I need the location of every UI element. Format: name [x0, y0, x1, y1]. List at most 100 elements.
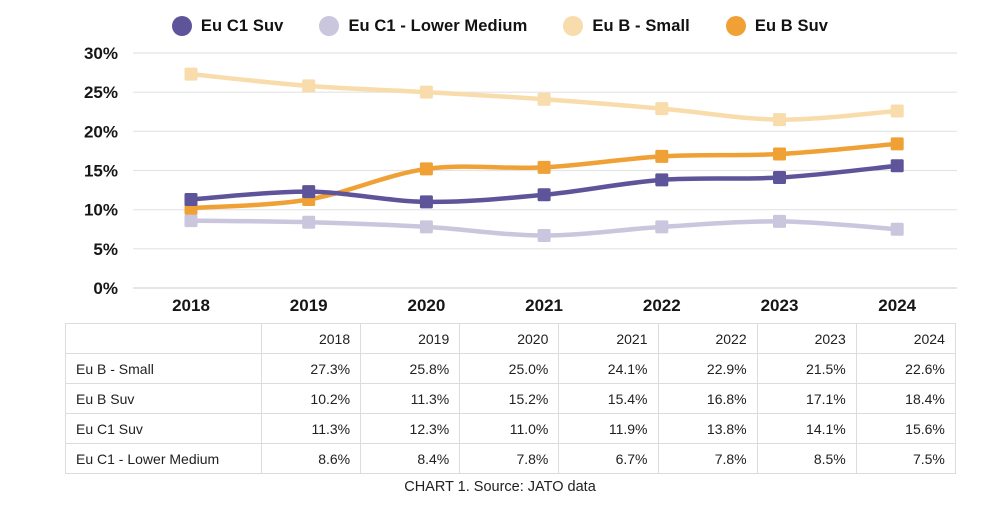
x-tick-label: 2024	[878, 296, 916, 315]
table-cell: 25.8%	[360, 353, 461, 384]
table-header-cell: 2020	[459, 323, 560, 354]
table-row-label: Eu B Suv	[65, 383, 262, 414]
table-row: Eu B - Small 27.3% 25.8% 25.0% 24.1% 22.9% 21.…	[65, 353, 956, 384]
data-table: 2018 2019 2020 2021 2022 2023 2024 Eu B - Small…	[65, 323, 956, 474]
y-tick-label: 25%	[84, 83, 118, 102]
data-point-marker	[655, 102, 669, 116]
y-tick-label: 10%	[84, 201, 118, 220]
table-header-cell: 2022	[657, 323, 758, 354]
legend-dot-icon	[171, 16, 192, 36]
table-header-cell: 2021	[558, 323, 659, 354]
x-tick-label: 2018	[172, 296, 210, 315]
table-cell: 17.1%	[756, 383, 857, 414]
table-cell: 22.6%	[855, 353, 956, 384]
table-cell: 8.5%	[756, 443, 857, 474]
table-cell: 11.3%	[360, 383, 461, 414]
data-point-marker	[890, 104, 904, 118]
y-tick-label: 30%	[84, 44, 118, 63]
table-header-cell: 2018	[260, 323, 362, 354]
y-tick-label: 0%	[93, 279, 118, 298]
data-point-marker	[184, 67, 198, 81]
data-point-marker	[184, 214, 198, 228]
table-cell: 6.7%	[558, 443, 659, 474]
legend-item: Eu C1 Suv	[171, 16, 284, 36]
table-row: Eu C1 - Lower Medium 8.6% 8.4% 7.8% 6.7% 7.8%…	[65, 443, 956, 474]
data-point-marker	[890, 222, 904, 236]
table-cell: 16.8%	[657, 383, 758, 414]
line-chart: 0% 5% 10% 15% 20% 25% 30% 2018 2019 2020 2021 2022 2…	[84, 44, 957, 315]
chart-caption: CHART 1. Source: JATO data	[404, 479, 596, 495]
table-cell: 10.2%	[260, 383, 362, 414]
data-point-marker	[419, 85, 433, 99]
table-cell: 11.9%	[558, 413, 659, 444]
x-tick-label: 2022	[643, 296, 681, 315]
x-tick-label: 2019	[290, 296, 328, 315]
table-cell: 24.1%	[558, 353, 659, 384]
data-point-marker	[890, 159, 904, 173]
data-point-marker	[655, 173, 669, 187]
legend-item-label: Eu B Suv	[754, 16, 829, 35]
y-tick-label: 20%	[84, 122, 118, 141]
legend-item: Eu B Suv	[725, 16, 829, 36]
table-cell: 7.5%	[855, 443, 956, 474]
table-row: Eu C1 Suv 11.3% 12.3% 11.0% 11.9% 13.8% 14.1% 1…	[65, 413, 956, 444]
legend-item: Eu B - Small	[563, 16, 690, 36]
table-cell: 15.2%	[459, 383, 560, 414]
table-cell: 15.4%	[558, 383, 659, 414]
x-tick-label: 2020	[407, 296, 445, 315]
data-point-marker	[537, 92, 551, 106]
table-cell: 12.3%	[360, 413, 461, 444]
legend-item-label: Eu C1 Suv	[200, 16, 284, 35]
data-point-marker	[773, 214, 786, 228]
legend-dot-icon	[563, 16, 584, 36]
table-cell: 21.5%	[756, 353, 857, 384]
legend-dot-icon	[725, 16, 746, 36]
data-point-marker	[773, 113, 786, 127]
data-point-marker	[773, 171, 786, 185]
data-point-marker	[773, 147, 786, 161]
table-cell: 15.6%	[855, 413, 956, 444]
table-cell: 22.9%	[657, 353, 758, 384]
chart-legend: Eu C1 Suv Eu C1 - Lower Medium Eu B - Smal…	[0, 0, 1000, 39]
legend-item-label: Eu C1 - Lower Medium	[348, 16, 528, 35]
x-tick-label: 2023	[761, 296, 799, 315]
data-point-marker	[302, 185, 316, 199]
table-cell: 11.0%	[459, 413, 560, 444]
data-point-marker	[655, 149, 669, 163]
legend-item: Eu C1 - Lower Medium	[319, 16, 527, 36]
table-cell: 27.3%	[260, 353, 362, 384]
y-tick-label: 15%	[84, 162, 118, 181]
data-point-marker	[302, 79, 316, 93]
data-point-marker	[537, 229, 551, 243]
data-point-marker	[302, 215, 316, 229]
data-point-marker	[537, 160, 551, 174]
table-cell: 7.8%	[459, 443, 560, 474]
data-point-marker	[419, 220, 433, 234]
table-cell: 18.4%	[855, 383, 956, 414]
table-cell: 11.3%	[260, 413, 362, 444]
y-tick-label: 5%	[93, 240, 118, 259]
table-cell: 13.8%	[657, 413, 758, 444]
table-cell: 7.8%	[657, 443, 758, 474]
table-header-cell: 2023	[756, 323, 857, 354]
table-header-cell	[65, 323, 262, 354]
data-point-marker	[419, 162, 433, 176]
table-header-cell: 2024	[855, 323, 956, 354]
table-cell: 14.1%	[756, 413, 857, 444]
data-point-marker	[184, 192, 198, 206]
table-row-label: Eu C1 Suv	[65, 413, 262, 444]
legend-item-label: Eu B - Small	[592, 16, 690, 35]
table-cell: 8.6%	[260, 443, 362, 474]
table-cell: 8.4%	[360, 443, 461, 474]
table-row: Eu B Suv 10.2% 11.3% 15.2% 15.4% 16.8% 17.1% 18…	[65, 383, 956, 414]
table-header-row: 2018 2019 2020 2021 2022 2023 2024	[65, 323, 956, 354]
data-point-marker	[537, 188, 551, 202]
table-cell: 25.0%	[459, 353, 560, 384]
x-tick-label: 2021	[525, 296, 563, 315]
data-point-marker	[655, 220, 669, 234]
data-point-marker	[890, 137, 904, 151]
table-row-label: Eu B - Small	[65, 353, 262, 384]
table-row-label: Eu C1 - Lower Medium	[65, 443, 262, 474]
data-point-marker	[419, 195, 433, 209]
